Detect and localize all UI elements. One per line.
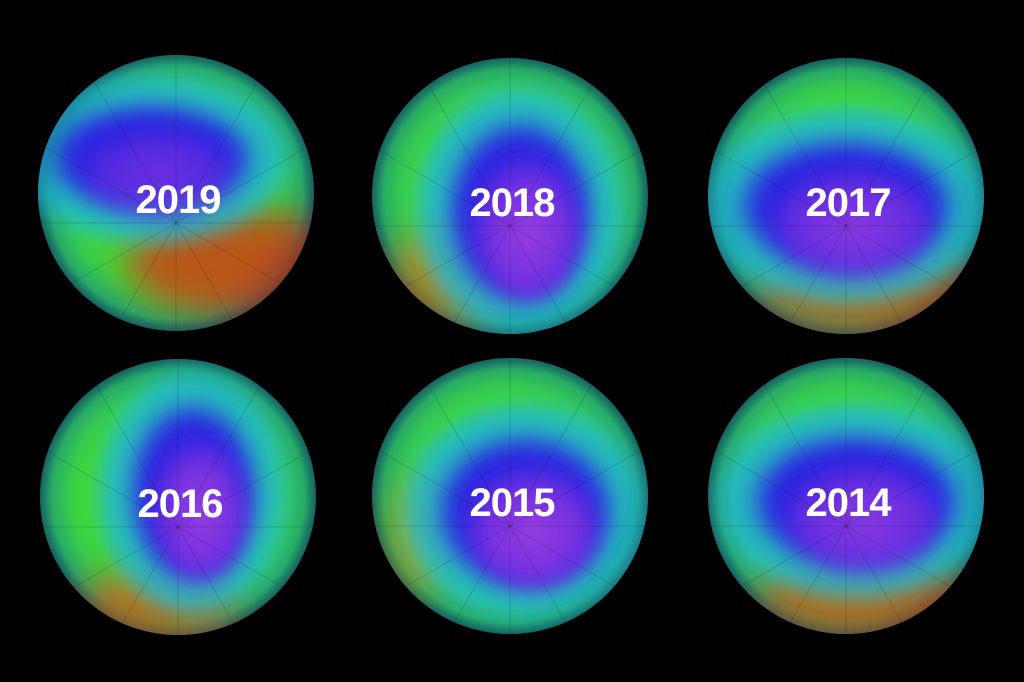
meridian <box>426 382 511 527</box>
meridian <box>175 79 260 224</box>
meridian <box>708 442 847 527</box>
meridian <box>372 442 511 527</box>
year-label: 2017 <box>806 181 891 225</box>
hole-core <box>463 461 603 591</box>
meridian <box>708 142 847 227</box>
meridian <box>40 443 179 528</box>
meridian <box>762 82 847 227</box>
meridian <box>175 139 314 224</box>
meridian <box>372 142 511 227</box>
meridian <box>38 139 177 224</box>
globe: 2016 <box>40 359 316 635</box>
year-label: 2016 <box>138 482 223 526</box>
year-label: 2014 <box>806 481 893 525</box>
meridian <box>845 82 930 227</box>
meridian <box>509 442 648 527</box>
meridian <box>762 382 847 527</box>
meridian <box>426 525 511 634</box>
hole-core <box>78 126 240 220</box>
meridian <box>426 82 511 227</box>
hole-core <box>150 432 252 582</box>
meridian <box>845 225 930 334</box>
limb-shade <box>38 55 314 331</box>
globe-inner <box>372 358 648 634</box>
hole-core <box>781 459 947 573</box>
limb-shade <box>372 358 648 634</box>
meridian <box>509 142 648 227</box>
meridian <box>762 225 847 334</box>
meridian <box>92 222 177 331</box>
meridian <box>845 525 930 634</box>
hole-core <box>470 149 586 303</box>
globe-inner <box>708 58 984 334</box>
globe-inner <box>40 359 316 635</box>
meridian <box>845 382 930 527</box>
globe-inner <box>38 55 314 331</box>
hole-core <box>768 164 940 278</box>
meridian <box>845 142 984 227</box>
meridian <box>845 442 984 527</box>
meridian <box>92 79 177 224</box>
meridian <box>509 225 594 334</box>
limb-shade <box>40 359 316 635</box>
meridian <box>94 383 179 528</box>
limb-shade <box>708 58 984 334</box>
meridian <box>177 526 262 635</box>
meridian <box>509 82 594 227</box>
limb-shade <box>708 358 984 634</box>
year-label: 2015 <box>470 481 556 525</box>
globe: 2017 <box>708 58 984 334</box>
year-label: 2018 <box>470 181 556 225</box>
meridian <box>509 525 594 634</box>
globe: 2015 <box>372 358 648 634</box>
meridian <box>94 526 179 635</box>
meridian <box>762 525 847 634</box>
meridian <box>177 383 262 528</box>
meridian <box>175 222 260 331</box>
limb-shade <box>372 58 648 334</box>
meridian <box>509 382 594 527</box>
meridian <box>177 443 316 528</box>
meridian <box>426 225 511 334</box>
globe: 2019 <box>38 55 314 331</box>
year-label: 2019 <box>136 178 221 222</box>
